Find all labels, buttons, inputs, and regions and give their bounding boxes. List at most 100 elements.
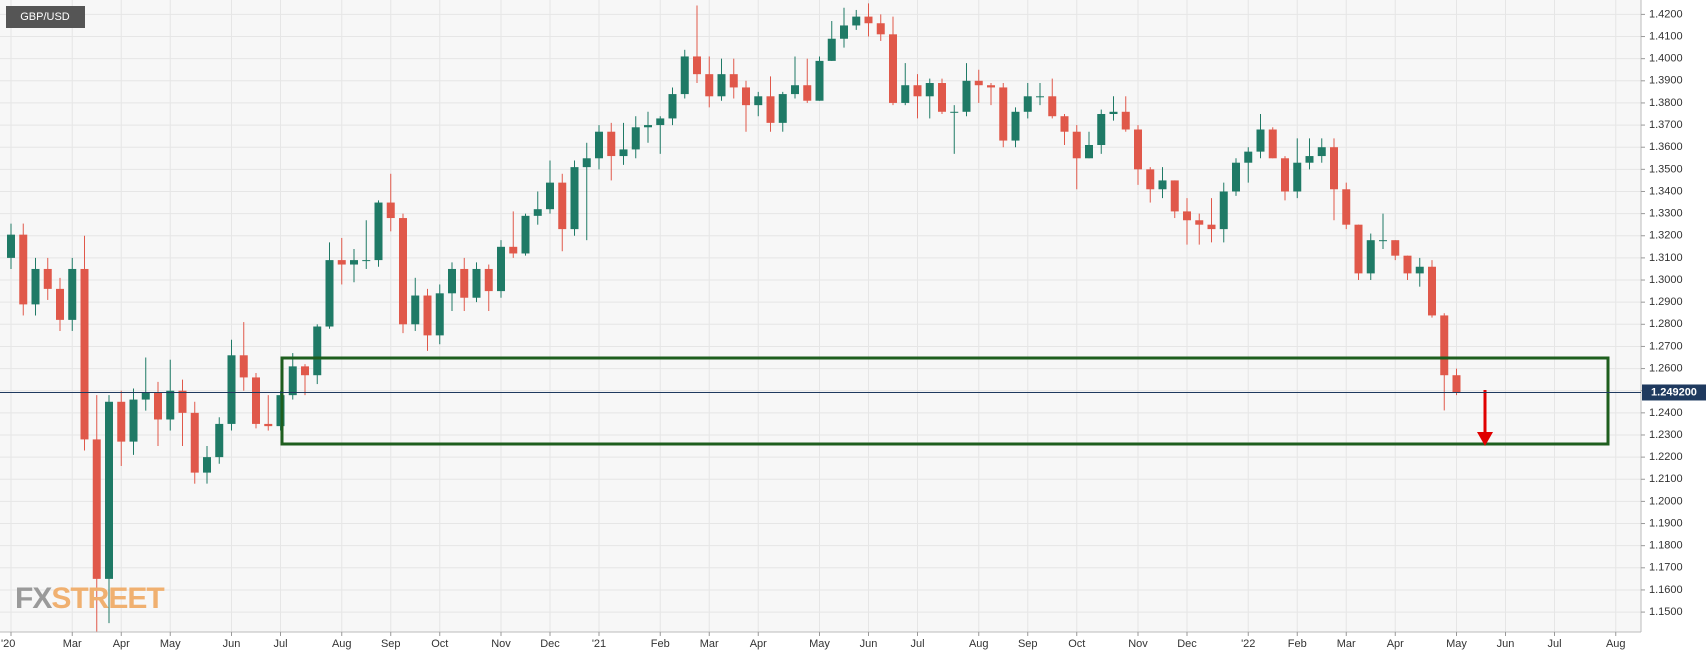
candle-body (1317, 147, 1326, 157)
y-tick-label: 1.2800 (1649, 318, 1683, 330)
candle-body (717, 74, 726, 97)
candle-body (484, 268, 493, 292)
candle-body (117, 401, 126, 442)
candle-body (889, 34, 897, 103)
candle-body (729, 74, 738, 88)
candle-body (742, 87, 750, 106)
candle-body (301, 366, 309, 376)
y-tick-label: 1.4000 (1649, 53, 1683, 65)
candle-body (558, 182, 567, 230)
candle-body (827, 38, 836, 61)
x-tick-label: Apr (750, 638, 767, 650)
candle-body (7, 234, 15, 258)
chart-title: GBP/USD (20, 11, 70, 23)
support-zone (280, 356, 1610, 446)
y-tick-label: 1.3400 (1649, 185, 1683, 197)
candle-body (203, 457, 211, 473)
candle-body (448, 268, 456, 294)
x-tick-label: Dec (540, 638, 560, 650)
candle-body (1440, 315, 1449, 376)
x-tick-label: Nov (491, 638, 511, 650)
candle-body (876, 23, 885, 35)
candle-body (840, 25, 848, 39)
y-tick-label: 1.2000 (1649, 495, 1683, 507)
y-tick-label: 1.4100 (1649, 30, 1683, 42)
x-tick-label: Oct (431, 638, 448, 650)
candle-body (1134, 129, 1142, 170)
candle-body (1121, 111, 1130, 130)
y-tick-label: 1.1900 (1649, 517, 1683, 529)
candle-body (913, 85, 922, 97)
candle-body (546, 182, 554, 210)
candle-body (1281, 158, 1289, 192)
candle-body (1158, 180, 1167, 190)
y-tick-label: 1.3800 (1649, 97, 1683, 109)
candles (7, 3, 1461, 632)
logo-part: STREET (51, 582, 164, 615)
plot-background (0, 0, 1641, 632)
candle-body (607, 131, 616, 157)
x-tick-label: Jun (1497, 638, 1515, 650)
candle-body (154, 392, 162, 420)
candle-body (178, 390, 187, 413)
candle-body (999, 87, 1008, 141)
x-tick-label: '20 (1, 638, 15, 650)
candle-body (1048, 96, 1057, 117)
logo: FXSTREET (15, 582, 164, 615)
price-label: 1.249200 (1651, 386, 1697, 398)
candle-body (509, 246, 518, 254)
y-tick-label: 1.3700 (1649, 119, 1683, 131)
candle-body (1023, 96, 1032, 112)
candle-body (987, 85, 995, 88)
candle-body (582, 158, 591, 168)
x-tick-label: Aug (332, 638, 352, 650)
candle-body (901, 85, 910, 103)
x-tick-label: Nov (1128, 638, 1148, 650)
candle-body (1366, 240, 1375, 274)
y-tick-label: 1.2200 (1649, 451, 1683, 463)
candle-body (1354, 224, 1363, 274)
candle-body (1415, 266, 1424, 274)
candle-body (1391, 240, 1400, 256)
x-tick-label: Mar (1337, 638, 1356, 650)
candle-body (288, 366, 297, 396)
candle-body (1207, 224, 1216, 230)
candle-body (656, 118, 665, 126)
candle-body (227, 355, 236, 424)
candle-body (141, 392, 150, 400)
candle-body (1146, 169, 1155, 190)
candle-body (925, 83, 934, 97)
candle-body (1085, 144, 1093, 159)
candle-body (619, 149, 628, 157)
candle-body (423, 295, 432, 336)
x-tick-label: Sep (381, 638, 401, 650)
x-tick-label: Apr (1387, 638, 1404, 650)
candle-body (435, 293, 444, 336)
x-tick-label: Jul (910, 638, 924, 650)
price-label-box (1642, 384, 1706, 401)
candle-body (1379, 240, 1387, 242)
candle-body (460, 268, 469, 298)
candle-body (68, 268, 77, 320)
y-tick-label: 1.2100 (1649, 473, 1683, 485)
candle-body (705, 74, 714, 97)
y-tick-label: 1.1800 (1649, 540, 1683, 552)
x-tick-label: '22 (1241, 638, 1255, 650)
x-tick-label: Jun (223, 638, 241, 650)
candle-body (631, 127, 640, 150)
y-tick-label: 1.3300 (1649, 208, 1683, 220)
candle-body (399, 218, 407, 325)
candle-body (411, 295, 420, 325)
candle-body (337, 260, 346, 265)
candle-body (1097, 114, 1106, 145)
x-tick-label: Jun (860, 638, 878, 650)
x-tick-label: '21 (592, 638, 606, 650)
axes: 1.1500 1.1600 1.1700 1.1800 1.1900 1.2000 1.21… (0, 8, 1706, 650)
candle-body (497, 246, 505, 292)
candle-body (1428, 266, 1436, 316)
candle-body (570, 167, 579, 230)
x-tick-label: Feb (651, 638, 670, 650)
candle-body (129, 399, 138, 442)
y-tick-label: 1.1600 (1649, 584, 1683, 596)
candle-body (595, 131, 603, 159)
